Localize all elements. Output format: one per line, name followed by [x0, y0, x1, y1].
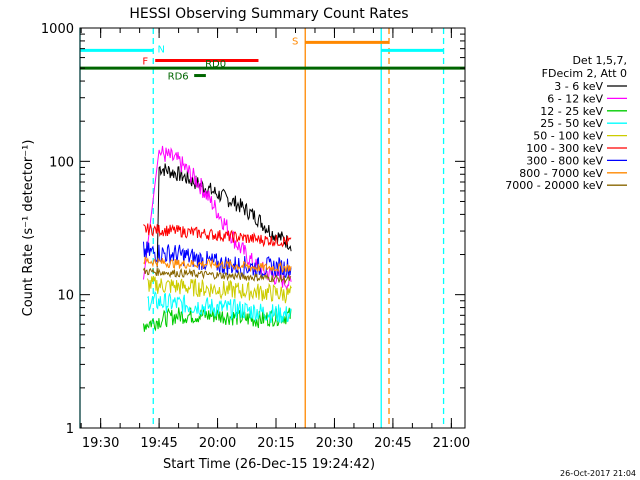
y-tick-label: 100 — [49, 155, 74, 170]
flag-label: N — [158, 44, 165, 55]
flag-label: F — [142, 57, 148, 68]
chart-title: HESSI Observing Summary Count Rates — [129, 6, 408, 22]
y-tick-label: 10 — [57, 289, 74, 304]
x-tick-label: 20:30 — [316, 436, 353, 451]
series-line — [143, 256, 292, 274]
legend-label: 12 - 25 keV — [540, 105, 603, 118]
legend-title-line-2: FDecim 2, Att 0 — [542, 67, 627, 80]
series-line — [147, 290, 292, 323]
series-line — [143, 307, 292, 332]
x-tick-label: 19:30 — [82, 436, 119, 451]
flag-label: RD0 — [205, 59, 226, 70]
x-tick-label: 20:00 — [199, 436, 236, 451]
x-tick-label: 21:00 — [433, 436, 470, 451]
legend-label: 100 - 300 keV — [526, 142, 603, 155]
flag-bars: NF S RD0 RD6 — [80, 36, 465, 83]
series-line — [143, 267, 292, 285]
x-tick-label: 20:15 — [257, 436, 294, 451]
series-line — [143, 145, 292, 291]
legend-title-line-1: Det 1,5,7, — [572, 54, 627, 67]
series-layer — [143, 145, 292, 332]
y-tick-label: 1000 — [41, 22, 74, 37]
x-axis-label: Start Time (26-Dec-15 19:24:42) — [163, 457, 375, 472]
plot-frame — [79, 27, 466, 429]
x-tick-label: 20:45 — [374, 436, 411, 451]
legend-label: 800 - 7000 keV — [519, 167, 603, 180]
y-tick-label: 1 — [66, 422, 74, 437]
legend-label: 25 - 50 keV — [540, 117, 603, 130]
legend-label: 6 - 12 keV — [547, 92, 603, 105]
axes: 1 10 100 1000 19:30 19:45 20:00 20:15 20:30 20:45… — [41, 22, 470, 451]
series-line — [156, 163, 292, 268]
y-axis-label: Count Rate (s⁻¹ detector⁻¹) — [21, 140, 36, 317]
series-line — [146, 275, 292, 304]
flag-label: S — [292, 36, 298, 47]
legend-label: 300 - 800 keV — [526, 154, 603, 167]
series-line — [143, 223, 292, 248]
legend-label: 3 - 6 keV — [554, 80, 603, 93]
vertical-marker-lines — [79, 28, 445, 428]
x-tick-label: 19:45 — [140, 436, 177, 451]
timestamp-footer: 26-Oct-2017 21:04 — [560, 469, 636, 478]
flag-label: RD6 — [168, 72, 189, 83]
legend-label: 7000 - 20000 keV — [505, 179, 603, 192]
legend-label: 50 - 100 keV — [533, 130, 603, 143]
